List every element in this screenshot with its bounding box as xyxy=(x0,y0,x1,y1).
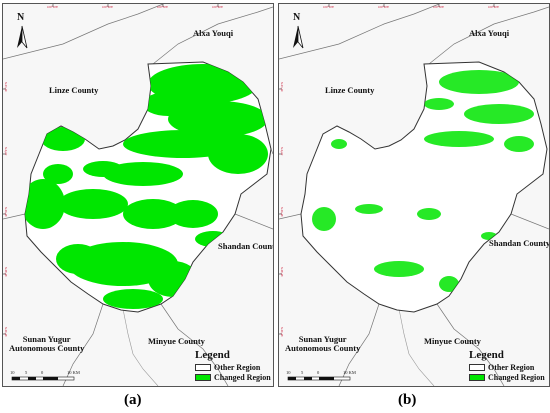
north-arrow-icon xyxy=(17,25,28,49)
place-shandan-county: Shandan County xyxy=(218,241,274,251)
legend-item-other: Other Region xyxy=(469,362,545,372)
lon-tick-1: 100°10'E xyxy=(323,5,335,9)
legend-swatch-other xyxy=(195,363,211,371)
scale-label-2: 5 xyxy=(301,370,304,375)
north-arrow-icon xyxy=(293,25,304,49)
scale-label-2: 5 xyxy=(25,370,28,375)
legend-item-changed: Changed Region xyxy=(469,372,545,382)
scale-bar-b xyxy=(287,376,351,381)
place-sunan-line2: Autonomous County xyxy=(285,342,361,353)
map-panel-b: 100°10'E 100°20'E 100°30'E 100°40'E 39°1… xyxy=(278,3,550,387)
place-minyue-county: Minyue County xyxy=(148,336,205,346)
place-shandan-county: Shandan County xyxy=(489,238,550,248)
map-panel-a: 100°10'E 100°20'E 100°30'E 100°40'E 39°1… xyxy=(2,3,274,387)
place-minyue-county: Minyue County xyxy=(424,336,481,346)
scale-bar-a xyxy=(11,376,75,381)
legend-title: Legend xyxy=(195,349,230,361)
north-label: N xyxy=(17,12,25,23)
place-linze-county: Linze County xyxy=(49,85,99,95)
lat-tick-1: 39°10'N xyxy=(4,82,8,92)
map-canvas-b xyxy=(279,4,549,386)
place-alxa-youqi: Alxa Youqi xyxy=(193,28,234,38)
scale-label-1: 10 xyxy=(10,370,15,375)
lon-tick-4: 100°40'E xyxy=(212,5,224,9)
legend-swatch-changed xyxy=(469,373,485,381)
legend-label-changed: Changed Region xyxy=(214,372,271,382)
place-sunan-line1: Sunan Yugur xyxy=(298,334,347,344)
place-sunan-line2: Autonomous County xyxy=(9,342,85,353)
lat-tick-1: 39°10'N xyxy=(280,82,284,92)
changed-region-a xyxy=(25,64,268,309)
lon-tick-1: 100°10'E xyxy=(47,5,59,9)
place-linze-county: Linze County xyxy=(325,85,375,95)
lon-tick-2: 100°20'E xyxy=(102,5,114,9)
lon-tick-4: 100°40'E xyxy=(488,5,500,9)
scale-label-3: 0 xyxy=(317,370,320,375)
panel-label-a: (a) xyxy=(124,392,142,408)
legend-item-other: Other Region xyxy=(195,362,271,372)
lat-tick-5: 38°30'N xyxy=(280,327,284,337)
place-sunan-line1: Sunan Yugur xyxy=(22,334,71,344)
legend-swatch-changed xyxy=(195,373,211,381)
lat-tick-3: 38°50'N xyxy=(280,207,284,217)
lon-tick-3: 100°30'E xyxy=(433,5,445,9)
map-canvas-a xyxy=(3,4,273,386)
lat-tick-2: 39°0'N xyxy=(4,147,8,156)
legend-label-changed: Changed Region xyxy=(488,372,545,382)
legend-title: Legend xyxy=(469,349,504,361)
lat-tick-2: 39°0'N xyxy=(280,147,284,156)
lat-tick-5: 38°30'N xyxy=(4,327,8,337)
panel-label-b: (b) xyxy=(398,392,417,408)
lat-tick-4: 38°40'N xyxy=(4,267,8,277)
legend-a: Legend Other Region Changed Region xyxy=(195,349,271,382)
legend-label-other: Other Region xyxy=(488,362,535,372)
lat-tick-4: 38°40'N xyxy=(280,267,284,277)
changed-region-b xyxy=(312,70,534,292)
north-label: N xyxy=(293,12,301,23)
place-sunan-yugur: Sunan Yugur Autonomous County xyxy=(285,335,360,353)
scale-label-1: 10 xyxy=(286,370,291,375)
place-sunan-yugur: Sunan Yugur Autonomous County xyxy=(9,335,84,353)
place-alxa-youqi: Alxa Youqi xyxy=(469,28,510,38)
lon-tick-2: 100°20'E xyxy=(378,5,390,9)
scale-label-4: 10 KM xyxy=(343,370,356,375)
legend-b: Legend Other Region Changed Region xyxy=(469,349,545,382)
legend-label-other: Other Region xyxy=(214,362,261,372)
scale-label-4: 10 KM xyxy=(67,370,80,375)
legend-item-changed: Changed Region xyxy=(195,372,271,382)
lat-tick-3: 38°50'N xyxy=(4,207,8,217)
lon-tick-3: 100°30'E xyxy=(157,5,169,9)
scale-label-3: 0 xyxy=(41,370,44,375)
legend-swatch-other xyxy=(469,363,485,371)
